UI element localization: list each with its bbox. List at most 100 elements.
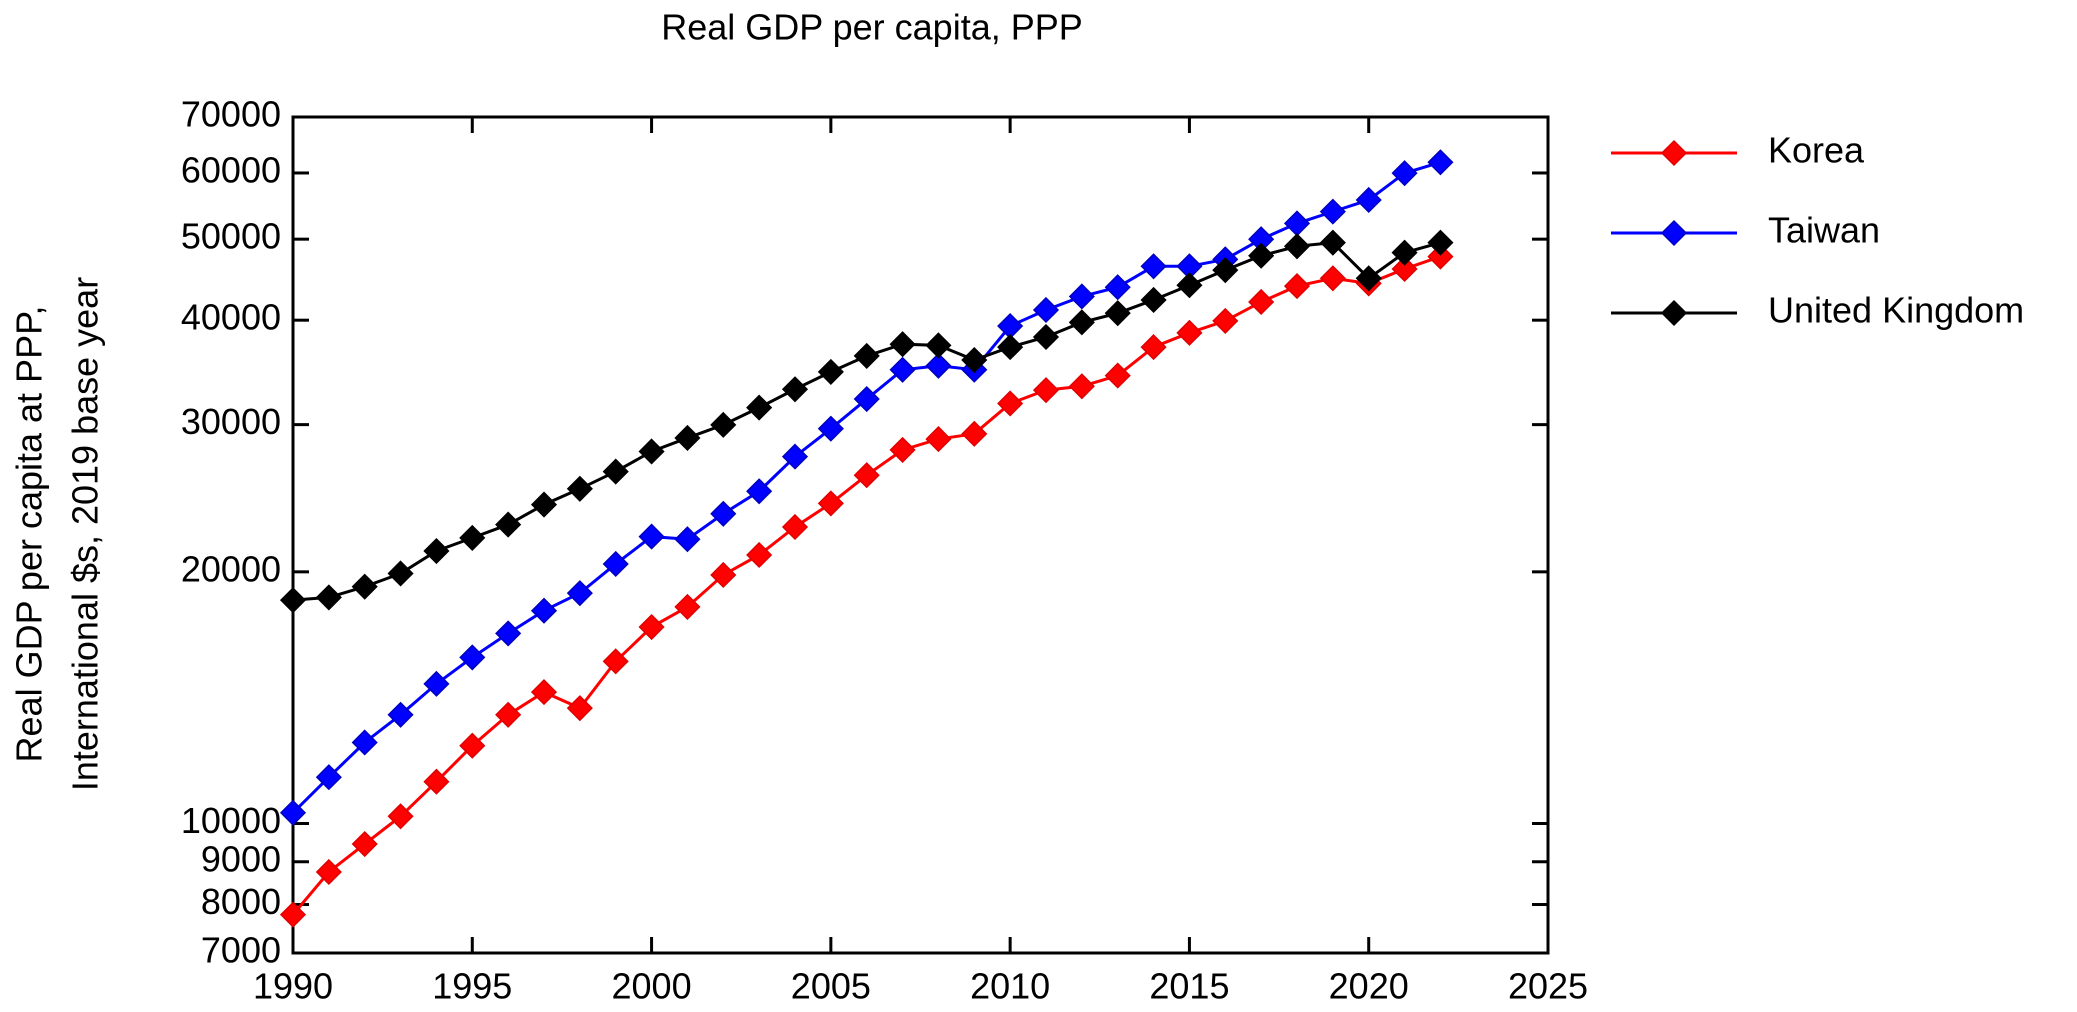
x-tick-label: 2010 xyxy=(970,966,1050,1007)
y-axis-label: Real GDP per capita at PPP, xyxy=(9,306,50,763)
plot-frame xyxy=(291,115,1550,955)
data-point xyxy=(925,332,952,359)
y-tick-label: 7000 xyxy=(201,930,281,971)
data-point xyxy=(1283,273,1311,300)
legend-marker xyxy=(1660,219,1688,247)
data-point xyxy=(817,358,844,385)
data-point xyxy=(279,799,307,826)
data-point xyxy=(387,560,414,587)
data-point xyxy=(495,701,522,728)
data-point xyxy=(1176,319,1203,346)
legend-label: United Kingdom xyxy=(1768,290,2024,331)
data-point xyxy=(351,729,378,756)
data-point xyxy=(602,458,629,485)
data-point xyxy=(495,511,522,538)
data-point xyxy=(279,901,307,928)
data-point xyxy=(423,768,450,795)
legend-marker xyxy=(1660,139,1688,167)
y-tick-label: 20000 xyxy=(181,548,281,589)
data-point xyxy=(1104,362,1131,389)
data-point xyxy=(1212,257,1239,284)
data-point xyxy=(674,593,701,620)
data-point xyxy=(1140,253,1167,280)
data-point xyxy=(387,701,414,728)
data-point xyxy=(530,491,558,518)
y-tick-label: 50000 xyxy=(181,216,281,257)
data-point xyxy=(853,385,880,413)
y-tick-label: 8000 xyxy=(201,881,281,922)
data-point xyxy=(817,490,844,517)
data-point xyxy=(781,513,809,541)
data-point xyxy=(1355,186,1382,214)
data-point xyxy=(1248,288,1275,316)
data-point xyxy=(638,523,665,550)
y-axis-label: International $s, 2019 base year xyxy=(65,277,106,791)
data-point xyxy=(1283,233,1311,260)
data-point xyxy=(889,331,916,358)
data-point xyxy=(566,580,593,607)
data-point xyxy=(1427,149,1454,176)
data-point xyxy=(1176,272,1203,299)
data-point xyxy=(853,462,880,489)
data-point xyxy=(1140,334,1167,361)
data-point xyxy=(1391,160,1418,187)
data-point xyxy=(423,537,450,565)
data-point xyxy=(459,732,486,759)
data-point xyxy=(1427,229,1454,256)
data-point xyxy=(1032,323,1060,351)
data-point xyxy=(746,478,773,505)
chart-title: Real GDP per capita, PPP xyxy=(661,7,1083,48)
data-point xyxy=(1319,229,1346,256)
data-point xyxy=(1032,377,1060,404)
data-point xyxy=(961,346,988,374)
data-point xyxy=(602,550,629,578)
data-point xyxy=(1319,265,1346,292)
data-point xyxy=(530,679,558,706)
data-point xyxy=(351,573,378,600)
data-point xyxy=(961,420,988,447)
data-point xyxy=(459,524,486,551)
data-point xyxy=(530,597,558,624)
data-point xyxy=(279,587,307,614)
x-tick-label: 2005 xyxy=(791,966,871,1007)
y-tick-label: 60000 xyxy=(181,149,281,190)
data-point xyxy=(674,424,701,452)
y-tick-label: 70000 xyxy=(181,94,281,135)
data-point xyxy=(889,356,916,383)
y-tick-label: 40000 xyxy=(181,297,281,338)
data-point xyxy=(459,644,486,671)
data-point xyxy=(638,438,665,465)
data-point xyxy=(746,541,773,569)
data-point xyxy=(423,670,450,697)
data-point xyxy=(1355,265,1382,292)
data-point xyxy=(710,411,737,438)
data-point xyxy=(997,334,1024,361)
data-point xyxy=(710,561,737,589)
data-point xyxy=(674,526,701,553)
data-point xyxy=(1427,243,1454,270)
x-tick-label: 2000 xyxy=(612,966,692,1007)
data-point xyxy=(1319,198,1346,225)
x-tick-label: 2015 xyxy=(1149,966,1229,1007)
x-tick-label: 2020 xyxy=(1329,966,1409,1007)
legend-label: Korea xyxy=(1768,130,1865,171)
data-point xyxy=(1068,373,1095,400)
data-point xyxy=(710,500,737,527)
data-point xyxy=(1212,307,1239,334)
data-point xyxy=(781,443,809,470)
data-point xyxy=(315,858,342,886)
data-point xyxy=(566,695,593,722)
data-point xyxy=(387,803,414,830)
data-point xyxy=(746,394,773,421)
data-point xyxy=(1068,309,1095,336)
data-point xyxy=(495,620,522,647)
legend-marker xyxy=(1660,299,1688,327)
data-point xyxy=(889,436,916,463)
y-tick-label: 10000 xyxy=(181,800,281,841)
data-point xyxy=(566,475,593,502)
data-point xyxy=(638,613,665,641)
data-point xyxy=(925,352,952,379)
data-point xyxy=(351,830,378,858)
data-point xyxy=(1032,296,1060,324)
data-point xyxy=(1391,239,1418,266)
